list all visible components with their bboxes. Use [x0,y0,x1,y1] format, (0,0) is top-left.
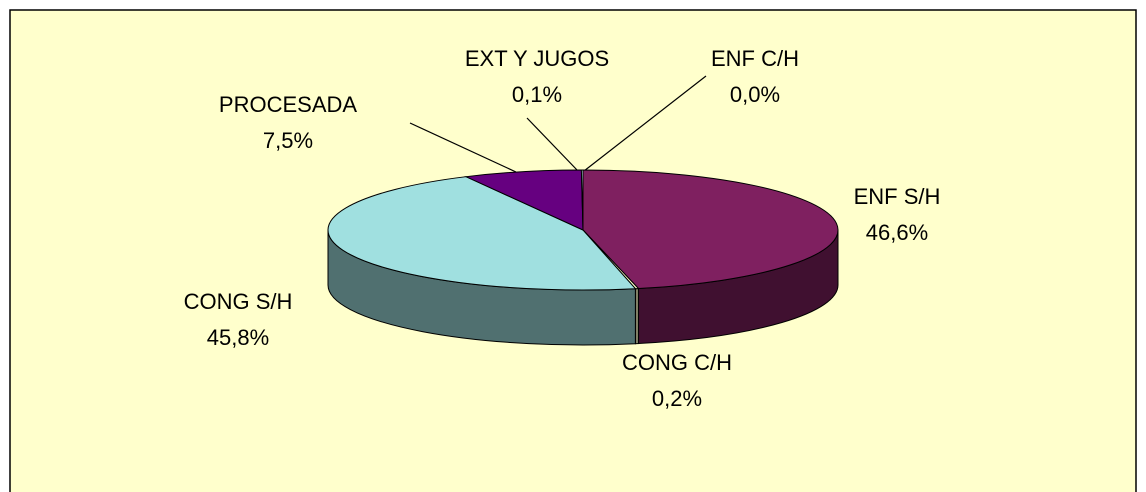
slice-value-label: 0,0% [730,82,780,107]
slice [327,176,637,291]
slice [464,169,584,231]
slice-value-label: 0,2% [652,386,702,411]
slice-label: PROCESADA [219,92,357,117]
slice-label: CONG S/H [184,289,293,314]
slice-label: CONG C/H [622,350,732,375]
slice-value-label: 7,5% [263,128,313,153]
leader-lines [409,75,707,173]
slice-tops [327,169,839,291]
slice-label: EXT Y JUGOS [465,46,609,71]
slice-value-label: 45,8% [207,325,269,350]
slice-label: ENF C/H [711,46,799,71]
leader-line [409,122,517,173]
slice [582,169,839,290]
leader-line [526,117,579,172]
slice-label: ENF S/H [854,184,941,209]
leader-line [583,75,707,172]
slice-value-label: 46,6% [866,220,928,245]
slice-value-label: 0,1% [512,82,562,107]
